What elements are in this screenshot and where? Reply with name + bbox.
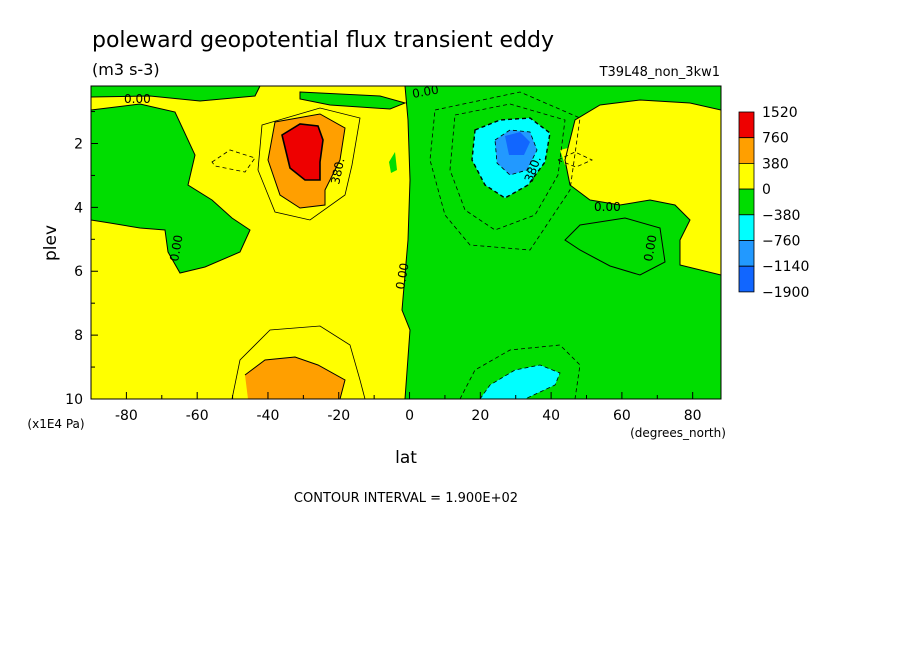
- legend-swatch: [738, 214, 755, 241]
- x-tick-label: 60: [613, 408, 631, 424]
- x-tick-label: -20: [327, 408, 350, 424]
- y-tick-label: 6: [74, 264, 83, 280]
- y-axis-label: plev: [41, 225, 61, 261]
- legend-swatch: [738, 188, 755, 216]
- plot-area: 0.00 0.00 0.00 0.00 0.00 0.00 380. 380.: [91, 83, 721, 399]
- y-tick-label: 4: [74, 200, 83, 216]
- legend-swatch: [738, 265, 755, 293]
- run-label: T39L48_non_3kw1: [599, 65, 720, 80]
- legend-level-label: 380: [762, 156, 789, 172]
- legend-level-label: 760: [762, 131, 789, 147]
- y-axis: 2 4 6 8 10: [65, 111, 98, 408]
- plot-frame: [90, 85, 722, 400]
- negative-region-nh-lower: [480, 365, 560, 399]
- x-tick-label: -40: [257, 408, 280, 424]
- contour-label: 0.00: [393, 262, 411, 291]
- contour-label: 0.00: [167, 234, 185, 263]
- x-tick-label: -60: [186, 408, 209, 424]
- negative-region-sh-west: [91, 104, 250, 273]
- chart-title: poleward geopotential flux transient edd…: [92, 28, 554, 53]
- y-tick-label: 10: [65, 392, 83, 408]
- legend-swatch: [738, 162, 755, 190]
- contour-label: 0.00: [411, 83, 440, 101]
- chart-units: (m3 s-3): [92, 60, 160, 79]
- x-tick-label: 80: [684, 408, 702, 424]
- contour-lines: [91, 86, 721, 399]
- y-tick-label: 2: [74, 136, 83, 152]
- legend-swatch: [738, 111, 755, 139]
- legend-level-label: −1140: [762, 259, 809, 275]
- x-axis-units: (degrees_north): [630, 426, 726, 440]
- negative-region-sh-strip: [91, 86, 260, 101]
- positive-region-sh-lower: [245, 357, 345, 399]
- positive-core-sh: [282, 124, 323, 180]
- x-tick-label: -80: [115, 408, 138, 424]
- y-tick-label: 8: [74, 328, 83, 344]
- x-tick-label: 40: [542, 408, 560, 424]
- x-tick-label: 20: [471, 408, 489, 424]
- legend-swatch: [738, 137, 755, 164]
- legend-level-label: 0: [762, 182, 771, 198]
- legend-swatch: [738, 240, 755, 267]
- contour-interval-note: CONTOUR INTERVAL = 1.900E+02: [294, 491, 518, 506]
- negative-peak-nh-upper: [505, 132, 530, 155]
- legend-level-label: −760: [762, 234, 800, 250]
- legend-level-label: −1900: [762, 285, 809, 301]
- negative-region-sh-small: [389, 152, 397, 173]
- contour-label: 380.: [328, 157, 347, 186]
- dashed-contours: [211, 91, 593, 399]
- contour-label: 0.00: [594, 200, 621, 214]
- negative-region-nh-wedge: [565, 218, 665, 275]
- color-legend: 1520 760 380 0 −380 −760 −1140 −1900: [738, 105, 809, 301]
- positive-region-nh-pocket: [560, 140, 620, 180]
- contour-label: 0.00: [641, 234, 659, 263]
- x-axis-label: lat: [395, 448, 417, 468]
- legend-level-label: 1520: [762, 105, 798, 121]
- x-tick-label: 0: [405, 408, 414, 424]
- y-axis-units: (x1E4 Pa): [27, 417, 84, 431]
- legend-level-label: −380: [762, 208, 800, 224]
- x-axis: -80 -60 -40 -20 0 20 40 60 80: [90, 392, 702, 424]
- contour-label: 0.00: [124, 92, 151, 106]
